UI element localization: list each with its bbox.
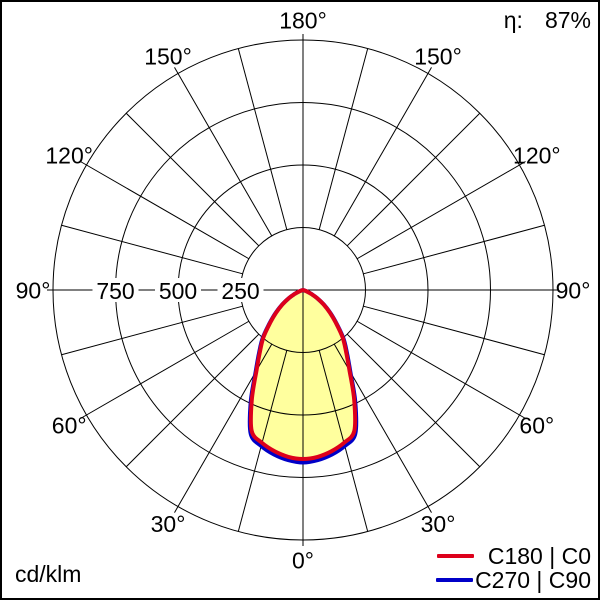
- radial-gridline-45: [346, 333, 481, 468]
- legend-item-c180-c0: C180 | C0: [436, 543, 591, 569]
- legend-label-c270-c90: C270 | C90: [475, 567, 591, 593]
- radial-gridline-300: [80, 320, 250, 419]
- radial-gridline-135: [346, 112, 481, 247]
- radial-gridline-225: [125, 112, 260, 247]
- scale-label-box-500: [155, 278, 201, 302]
- efficiency-value: 87%: [544, 7, 591, 33]
- scale-label-250: 250: [221, 278, 259, 304]
- radial-gridline-60: [356, 320, 526, 419]
- efficiency-label: η:: [503, 7, 523, 33]
- beam-curve-c180-c0: [248, 288, 358, 461]
- radial-gridline-105: [363, 224, 545, 275]
- angle-label-120-left: 120°: [45, 142, 93, 168]
- efficiency-readout: η: 87%: [504, 7, 591, 34]
- angle-label-30-right: 30°: [421, 511, 456, 537]
- radial-gridline-150: [333, 67, 432, 237]
- legend: C180 | C0 C270 | C90: [436, 543, 591, 593]
- angle-label-180: 180°: [279, 7, 327, 33]
- angle-label-120-right: 120°: [513, 142, 561, 168]
- scale-label-750: 750: [96, 278, 134, 304]
- angle-label-90-left: 90°: [16, 277, 51, 303]
- scale-label-500: 500: [159, 278, 197, 304]
- radial-gridline-120: [356, 161, 526, 260]
- angle-label-150-left: 150°: [144, 44, 192, 70]
- angle-label-90-right: 90°: [556, 277, 591, 303]
- radial-gridline-285: [61, 305, 243, 356]
- angle-label-0: 0°: [292, 547, 314, 573]
- angle-label-150-right: 150°: [414, 44, 462, 70]
- angle-label-60-left: 60°: [52, 412, 87, 438]
- scale-label-box-250: [217, 278, 264, 302]
- legend-label-c180-c0: C180 | C0: [487, 543, 591, 569]
- radial-gridline-255: [61, 224, 243, 275]
- radial-gridline-75: [363, 305, 545, 356]
- radial-gridline-315: [125, 333, 260, 468]
- angle-label-30-left: 30°: [151, 511, 186, 537]
- angle-label-60-right: 60°: [519, 412, 554, 438]
- unit-label: cd/klm: [15, 561, 82, 587]
- radial-gridline-210: [174, 67, 273, 237]
- legend-line-red-icon: [436, 554, 474, 558]
- legend-line-blue-icon: [436, 578, 474, 582]
- radial-gridline-240: [80, 161, 250, 260]
- scale-label-box-750: [92, 278, 139, 302]
- radial-gridline-195: [237, 48, 288, 230]
- legend-item-c270-c90: C270 | C90: [436, 567, 591, 593]
- radial-gridline-165: [318, 48, 369, 230]
